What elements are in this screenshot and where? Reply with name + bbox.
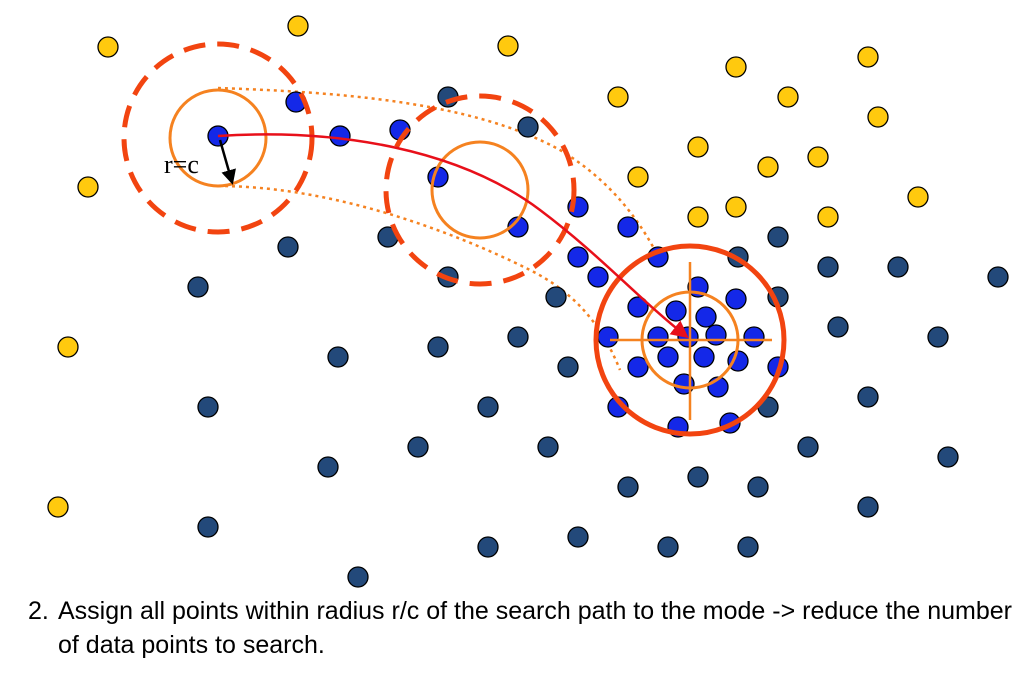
mean-shift-diagram: r=c xyxy=(47,15,1009,588)
assigned-point xyxy=(725,288,747,310)
data-point xyxy=(545,286,567,308)
outlier-point xyxy=(907,186,929,208)
data-point xyxy=(887,256,909,278)
assigned-point xyxy=(567,246,589,268)
data-point xyxy=(507,326,529,348)
data-points xyxy=(187,86,1009,588)
data-point xyxy=(737,536,759,558)
data-point xyxy=(197,396,219,418)
caption: 2. Assign all points within radius r/c o… xyxy=(28,594,1018,662)
assigned-point xyxy=(657,346,679,368)
data-point xyxy=(767,226,789,248)
data-point xyxy=(797,436,819,458)
data-point xyxy=(187,276,209,298)
assigned-point xyxy=(693,346,715,368)
assigned-point xyxy=(597,326,619,348)
outlier-point xyxy=(725,56,747,78)
data-point xyxy=(857,496,879,518)
data-point xyxy=(317,456,339,478)
data-point xyxy=(817,256,839,278)
window-1-outer-dashed-circle xyxy=(121,41,315,235)
outlier-point xyxy=(77,176,99,198)
outlier-point xyxy=(497,35,519,57)
assigned-point xyxy=(587,266,609,288)
data-point xyxy=(617,476,639,498)
data-point xyxy=(477,536,499,558)
data-point xyxy=(937,446,959,468)
assigned-point xyxy=(627,296,649,318)
data-point xyxy=(197,516,219,538)
search-path-lower-boundary xyxy=(217,184,622,371)
data-point xyxy=(277,236,299,258)
outlier-point xyxy=(857,46,879,68)
caption-text: Assign all points within radius r/c of t… xyxy=(58,597,1012,659)
assigned-point xyxy=(705,324,727,346)
outlier-point xyxy=(867,106,889,128)
outlier-point xyxy=(97,36,119,58)
outlier-point xyxy=(725,196,747,218)
assigned-point xyxy=(727,350,749,372)
outlier-point xyxy=(807,146,829,168)
radius-label: r=c xyxy=(164,150,199,179)
assigned-point xyxy=(647,326,669,348)
outlier-points xyxy=(47,15,929,518)
outlier-point xyxy=(627,166,649,188)
data-point xyxy=(347,566,369,588)
data-point xyxy=(687,466,709,488)
outlier-point xyxy=(607,86,629,108)
window-2-inner-circle xyxy=(430,140,530,240)
data-point xyxy=(557,356,579,378)
data-point xyxy=(567,526,589,548)
assigned-point xyxy=(743,326,765,348)
data-point xyxy=(407,436,429,458)
data-point xyxy=(857,386,879,408)
data-point xyxy=(927,326,949,348)
data-point xyxy=(827,316,849,338)
outlier-point xyxy=(817,206,839,228)
assigned-point xyxy=(617,216,639,238)
outlier-point xyxy=(47,496,69,518)
data-point xyxy=(537,436,559,458)
data-point xyxy=(657,536,679,558)
data-point xyxy=(517,116,539,138)
outlier-point xyxy=(287,15,309,37)
data-point xyxy=(477,396,499,418)
assigned-point xyxy=(695,306,717,328)
assigned-point xyxy=(665,300,687,322)
outlier-point xyxy=(687,136,709,158)
radius-arrow xyxy=(218,139,236,185)
data-point xyxy=(327,346,349,368)
outlier-point xyxy=(757,156,779,178)
mode-outer-circle xyxy=(593,243,787,437)
data-point xyxy=(427,336,449,358)
caption-number: 2. xyxy=(28,597,49,625)
data-point xyxy=(747,476,769,498)
search-path-arrow xyxy=(217,133,689,339)
outlier-point xyxy=(57,336,79,358)
window-2-outer-dashed-circle xyxy=(383,93,577,287)
outlier-point xyxy=(687,206,709,228)
assigned-point xyxy=(677,326,699,348)
outlier-point xyxy=(777,86,799,108)
assigned-point xyxy=(329,125,351,147)
assigned-point xyxy=(627,356,649,378)
window-1-inner-circle xyxy=(168,88,268,188)
data-point xyxy=(987,266,1009,288)
